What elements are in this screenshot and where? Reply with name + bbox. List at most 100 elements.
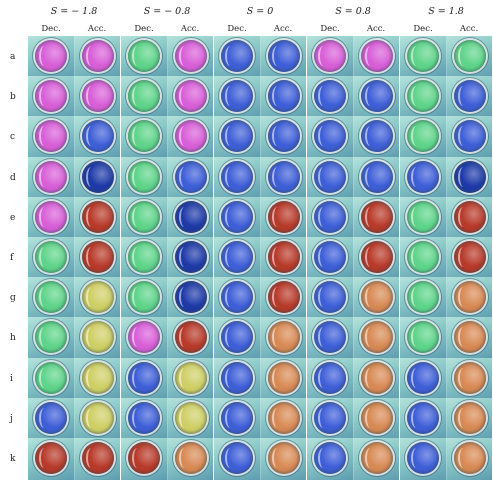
lens-rim-highlight bbox=[86, 407, 97, 428]
lens-rim-highlight bbox=[39, 86, 50, 107]
accelerating-tile bbox=[446, 317, 492, 360]
accelerating-tile bbox=[167, 438, 213, 480]
lens-disc bbox=[268, 281, 300, 314]
accelerating-tile bbox=[74, 317, 120, 360]
decelerating-tile bbox=[28, 277, 74, 320]
lens-disc bbox=[407, 401, 439, 434]
lens-disc bbox=[175, 401, 207, 434]
image-panel bbox=[307, 237, 399, 279]
lens-rim-highlight bbox=[458, 166, 469, 187]
lens-disc bbox=[361, 361, 393, 394]
accelerating-tile bbox=[260, 277, 306, 320]
lens-rim-highlight bbox=[411, 126, 422, 147]
lens-rim-highlight bbox=[272, 206, 283, 227]
lens-disc bbox=[361, 120, 393, 153]
decelerating-tile bbox=[400, 116, 446, 159]
lens-rim-highlight bbox=[272, 407, 283, 428]
accelerating-tile bbox=[74, 196, 120, 239]
lens-rim-highlight bbox=[39, 327, 50, 348]
decelerating-tile bbox=[28, 237, 74, 279]
lens-disc bbox=[454, 361, 486, 394]
lens-disc bbox=[407, 200, 439, 233]
lens-rim-highlight bbox=[365, 247, 376, 267]
lens-rim-highlight bbox=[132, 367, 143, 388]
lens-disc bbox=[35, 241, 67, 273]
lens-disc bbox=[128, 40, 160, 72]
lens-rim-highlight bbox=[86, 367, 97, 388]
lens-rim-highlight bbox=[458, 367, 469, 388]
accelerating-tile bbox=[353, 317, 399, 360]
lens-rim-highlight bbox=[411, 166, 422, 187]
row-label: a bbox=[10, 52, 16, 62]
lens-disc bbox=[221, 40, 253, 72]
accelerating-tile bbox=[353, 36, 399, 78]
image-panel bbox=[214, 36, 306, 78]
lens-disc bbox=[175, 241, 207, 273]
lens-disc bbox=[35, 361, 67, 394]
lens-disc bbox=[128, 361, 160, 394]
row-label: k bbox=[10, 454, 16, 464]
decelerating-tile bbox=[400, 156, 446, 199]
lens-rim-highlight bbox=[39, 206, 50, 227]
lens-rim-highlight bbox=[179, 287, 190, 308]
accelerating-tile bbox=[167, 36, 213, 78]
lens-disc bbox=[361, 200, 393, 233]
lens-rim-highlight bbox=[225, 126, 236, 147]
accelerating-tile bbox=[260, 237, 306, 279]
decelerating-tile bbox=[400, 36, 446, 78]
lens-disc bbox=[314, 160, 346, 193]
lens-rim-highlight bbox=[365, 448, 376, 468]
accelerating-tile bbox=[446, 116, 492, 159]
accelerating-tile bbox=[167, 156, 213, 199]
image-panel bbox=[214, 156, 306, 199]
lens-rim-highlight bbox=[458, 247, 469, 267]
lens-disc bbox=[221, 160, 253, 193]
lens-disc bbox=[268, 160, 300, 193]
decelerating-tile bbox=[28, 438, 74, 480]
image-panel bbox=[307, 36, 399, 78]
lens-rim-highlight bbox=[179, 206, 190, 227]
image-panel bbox=[28, 36, 120, 78]
accelerating-tile bbox=[74, 438, 120, 480]
accelerating-tile bbox=[260, 36, 306, 78]
lens-disc bbox=[454, 401, 486, 434]
lens-rim-highlight bbox=[365, 287, 376, 308]
lens-disc bbox=[454, 40, 486, 72]
accelerating-tile bbox=[353, 156, 399, 199]
lens-rim-highlight bbox=[39, 407, 50, 428]
lens-rim-highlight bbox=[365, 166, 376, 187]
lens-disc bbox=[407, 160, 439, 193]
lens-rim-highlight bbox=[86, 287, 97, 308]
decelerating-tile bbox=[28, 357, 74, 400]
image-panel bbox=[307, 116, 399, 159]
row-label: d bbox=[10, 172, 16, 183]
image-panel bbox=[28, 277, 120, 320]
image-panel bbox=[400, 438, 492, 480]
lens-rim-highlight bbox=[132, 287, 143, 308]
group-title: S = 0.8 bbox=[335, 6, 371, 17]
lens-rim-highlight bbox=[365, 367, 376, 388]
image-panel bbox=[121, 196, 213, 239]
lens-rim-highlight bbox=[411, 327, 422, 348]
lens-disc bbox=[221, 321, 253, 354]
accelerating-tile bbox=[260, 397, 306, 440]
lens-disc bbox=[407, 120, 439, 153]
lens-rim-highlight bbox=[179, 367, 190, 388]
row-label: j bbox=[10, 413, 13, 424]
lens-rim-highlight bbox=[318, 126, 329, 147]
decelerating-tile bbox=[307, 196, 353, 239]
lens-rim-highlight bbox=[411, 206, 422, 227]
image-panel bbox=[307, 156, 399, 199]
lens-rim-highlight bbox=[458, 327, 469, 348]
lens-disc bbox=[175, 200, 207, 233]
lens-rim-highlight bbox=[318, 206, 329, 227]
decelerating-tile bbox=[307, 357, 353, 400]
column-label: Dec. bbox=[227, 24, 247, 34]
lens-rim-highlight bbox=[272, 126, 283, 147]
row-label: e bbox=[10, 212, 16, 223]
lens-disc bbox=[35, 80, 67, 113]
image-panel bbox=[121, 36, 213, 78]
lens-disc bbox=[221, 442, 253, 474]
lens-disc bbox=[175, 321, 207, 354]
lens-disc bbox=[175, 160, 207, 193]
